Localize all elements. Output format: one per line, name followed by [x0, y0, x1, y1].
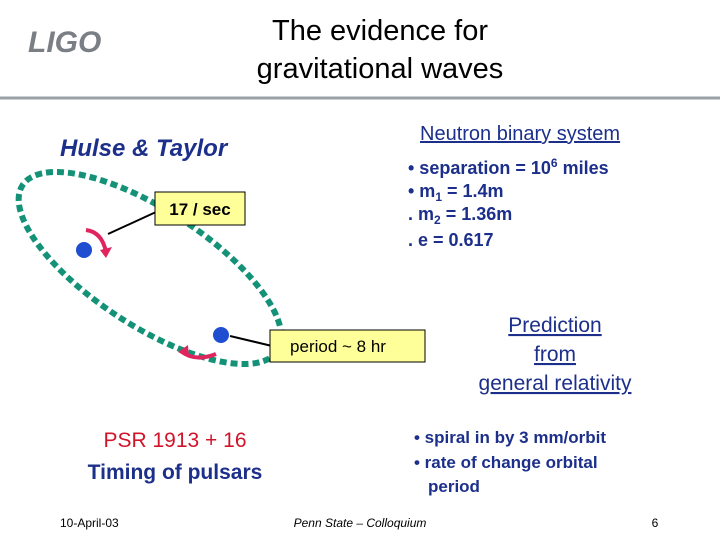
system-item: • separation = 106 miles — [408, 156, 609, 178]
system-items: • separation = 106 miles• m1 = 1.4m. m2 … — [408, 156, 609, 250]
pulsar-name: PSR 1913 + 16 — [103, 429, 246, 452]
prediction-item: period — [428, 477, 480, 496]
item-part: . e = 0.617 — [408, 230, 494, 250]
star — [76, 242, 92, 258]
prediction-item: • rate of change orbital — [414, 453, 598, 472]
period-label: period ~ 8 hr — [290, 337, 386, 356]
item-part: 2 — [434, 213, 441, 227]
system-heading: Neutron binary system — [420, 123, 620, 145]
page-number: 6 — [652, 516, 659, 530]
title: The evidence for — [272, 15, 488, 47]
rate-label: 17 / sec — [169, 200, 230, 219]
left-heading: Hulse & Taylor — [60, 135, 229, 162]
item-part: = 1.36m — [441, 204, 513, 224]
star — [213, 327, 229, 343]
label-box — [154, 191, 246, 226]
pointer — [229, 335, 273, 347]
arrow-head — [100, 247, 112, 258]
logo: LIGO — [28, 26, 101, 59]
item-part: • separation = 10 — [408, 158, 551, 178]
system-item: . e = 0.617 — [408, 230, 494, 250]
prediction: Prediction — [508, 314, 601, 337]
arrow-head — [178, 345, 189, 358]
prediction: general relativity — [479, 372, 632, 395]
pulsar-caption: Timing of pulsars — [88, 461, 263, 484]
item-part: = 1.4m — [442, 181, 504, 201]
label-box — [269, 329, 426, 363]
pointer — [107, 211, 157, 235]
title: gravitational waves — [257, 53, 504, 85]
system-item: • m1 = 1.4m — [408, 181, 504, 204]
item-part: 6 — [551, 156, 558, 170]
item-part: • m — [408, 181, 435, 201]
item-part: miles — [558, 158, 609, 178]
item-part: . m — [408, 204, 434, 224]
item-part: 1 — [435, 190, 442, 204]
system-item: . m2 = 1.36m — [408, 204, 512, 227]
prediction-item: • spiral in by 3 mm/orbit — [414, 428, 606, 447]
footer-event: Penn State – Colloquium — [294, 516, 427, 530]
footer-date: 10-April-03 — [60, 516, 119, 530]
prediction: from — [534, 343, 576, 366]
